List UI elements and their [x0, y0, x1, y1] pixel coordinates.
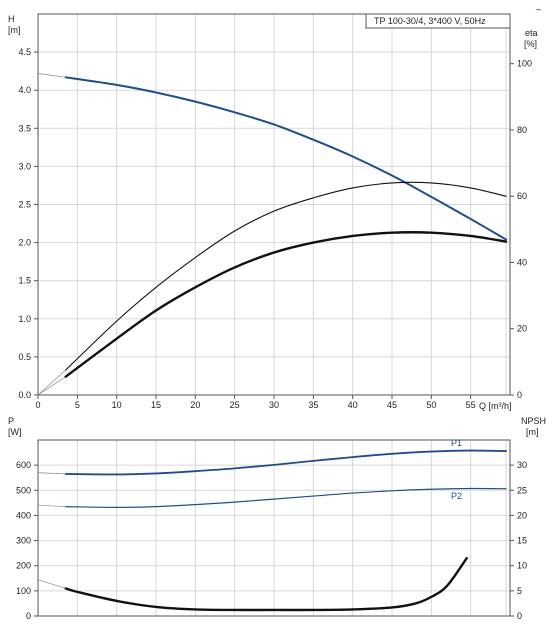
head-curve: [64, 76, 508, 241]
x-tick-label: 45: [387, 400, 397, 410]
p2-power-curve: [64, 487, 507, 508]
x-tick-label: 10: [112, 400, 122, 410]
npsh-tick-label: 30: [517, 460, 527, 470]
eta-axis-unit: [%]: [524, 39, 537, 49]
eta-tick-label: 0: [517, 390, 522, 400]
p1-curve-label: P1: [451, 438, 462, 448]
head-axis-name: H: [8, 14, 15, 24]
eta-tick-label: 100: [517, 59, 532, 69]
npsh-tick-label: 20: [517, 510, 527, 520]
p2-curve-label: P2: [451, 491, 462, 501]
pump-label-box: [365, 13, 511, 29]
x-tick-label: 35: [308, 400, 318, 410]
eta-tick-label: 60: [517, 191, 527, 201]
x-tick-label: 20: [190, 400, 200, 410]
power-axis-unit: [W]: [8, 427, 22, 437]
x-tick-label: 50: [426, 400, 436, 410]
x-tick-label: 5: [75, 400, 80, 410]
head-tick-label: 1.0: [18, 314, 31, 324]
npsh-axis-name: NPSH: [521, 416, 546, 426]
power-tick-label: 400: [16, 510, 31, 520]
head-tick-label: 3.0: [18, 161, 31, 171]
efficiency-curve-thick-extrapolation: [37, 376, 66, 396]
power-tick-label: 200: [16, 561, 31, 571]
efficiency-curve-thick: [64, 231, 508, 378]
head-tick-label: 4.0: [18, 85, 31, 95]
efficiency-curve-thin: [64, 181, 507, 371]
eta-tick-label: 20: [517, 324, 527, 334]
bottom-panel-frame: [37, 439, 511, 617]
x-tick-label: 25: [230, 400, 240, 410]
npsh-curve: [64, 556, 468, 612]
npsh-curve-extrapolation: [37, 579, 66, 589]
p1-power-curve: [64, 449, 507, 476]
npsh-tick-label: 10: [517, 561, 527, 571]
power-tick-label: 300: [16, 536, 31, 546]
x-tick-label: 0: [35, 400, 40, 410]
power-tick-label: 500: [16, 485, 31, 495]
x-tick-label: 55: [466, 400, 476, 410]
top-panel-curves: [37, 73, 508, 396]
npsh-tick-label: 25: [517, 485, 527, 495]
head-tick-label: 0.0: [18, 390, 31, 400]
head-tick-label: 0.5: [18, 352, 31, 362]
head-tick-label: 4.5: [18, 47, 31, 57]
x-tick-label: 40: [348, 400, 358, 410]
bottom-panel-curves: [37, 449, 507, 612]
npsh-tick-label: 5: [517, 586, 522, 596]
head-tick-label: 1.5: [18, 276, 31, 286]
x-tick-label: 30: [269, 400, 279, 410]
npsh-axis-unit: [m]: [526, 427, 539, 437]
npsh-tick-label: 0: [517, 611, 522, 621]
npsh-tick-label: 15: [517, 536, 527, 546]
eta-tick-label: 40: [517, 257, 527, 267]
corner-mark: _: [535, 0, 542, 10]
p1-power-curve-extrapolation: [37, 472, 66, 475]
eta-tick-label: 80: [517, 125, 527, 135]
bottom-panel-ticks: 0 100 200 300 400 500 600 0 5 10 15 20 25 30: [16, 460, 527, 621]
head-tick-label: 3.5: [18, 123, 31, 133]
x-axis-label: Q [m³/h]: [479, 401, 512, 411]
power-axis-name: P: [8, 416, 14, 426]
efficiency-curve-thin-extrapolation: [37, 369, 66, 396]
x-tick-label: 15: [151, 400, 161, 410]
power-tick-label: 100: [16, 586, 31, 596]
p2-power-curve-extrapolation: [37, 504, 66, 508]
power-tick-label: 0: [26, 611, 31, 621]
power-tick-label: 600: [16, 460, 31, 470]
eta-axis-name: eta: [525, 28, 538, 38]
head-tick-label: 2.0: [18, 238, 31, 248]
pump-label: TP 100-30/4, 3*400 V, 50Hz: [374, 16, 486, 26]
head-tick-label: 2.5: [18, 200, 31, 210]
bottom-panel-grid: [37, 439, 510, 617]
top-panel-ticks: 0 5 10 15 20 25 30 35 40 45 50 55 0.0 0.5 1.0 1.5 2.0 2.5…: [18, 47, 532, 410]
top-panel-grid: [37, 14, 510, 396]
head-axis-unit: [m]: [8, 25, 21, 35]
head-curve-extrapolation: [37, 73, 66, 78]
